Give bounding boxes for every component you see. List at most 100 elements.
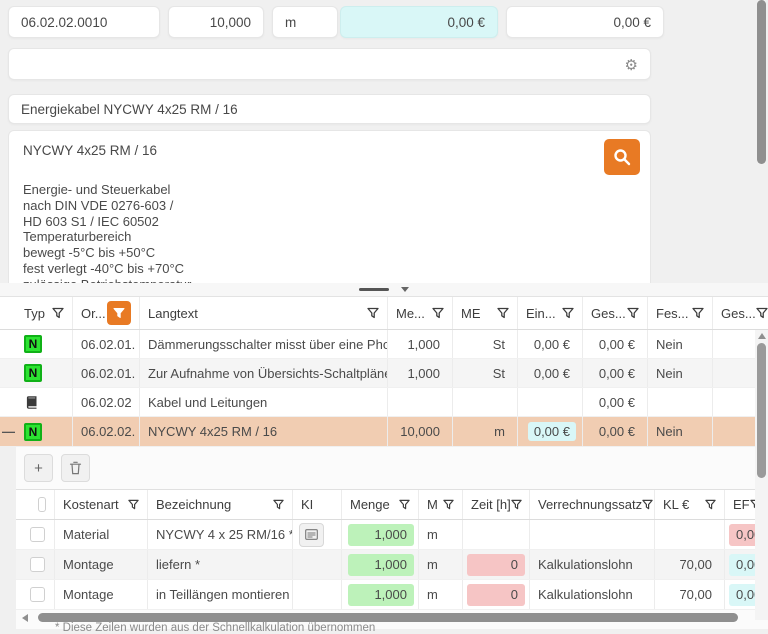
search-button[interactable] [604, 139, 640, 175]
scrollbar-track[interactable] [34, 613, 768, 622]
table-row-selected[interactable]: — N 06.02.02. NYCWY 4x25 RM / 16 10,000 … [0, 417, 768, 447]
column-header-kl[interactable]: KL € [655, 490, 725, 519]
column-header-typ[interactable]: Typ [16, 297, 73, 329]
cell-menge [388, 388, 453, 416]
filter-icon[interactable] [627, 307, 639, 319]
scrollbar-thumb[interactable] [38, 613, 738, 622]
cell-einheitspreis [518, 388, 583, 416]
row-checkbox[interactable] [30, 527, 45, 542]
scrollbar-thumb[interactable] [757, 343, 766, 478]
column-label: Fes... [656, 305, 689, 321]
filter-icon[interactable] [692, 307, 704, 319]
quantity-input[interactable] [168, 6, 264, 38]
column-header-verrechnungssatz[interactable]: Verrechnungssatz [530, 490, 655, 519]
filter-icon[interactable] [367, 307, 379, 319]
cell-menge-highlighted: 1,000 [348, 553, 414, 576]
calculation-row[interactable]: Montage liefern * 1,000 m 0 Kalkulations… [16, 550, 768, 580]
filter-icon[interactable] [128, 499, 139, 510]
column-header-gesamt2[interactable]: Ges... [713, 297, 768, 329]
cell-menge: 10,000 [388, 417, 453, 446]
horizontal-scrollbar[interactable] [16, 612, 768, 623]
cell-einheit: m [419, 550, 463, 579]
column-header-ki[interactable]: KI [293, 490, 342, 519]
calculation-row[interactable]: Montage in Teillängen montieren * 1,000 … [16, 580, 768, 610]
unit-price-input[interactable] [340, 6, 498, 38]
filter-icon[interactable] [705, 499, 716, 510]
scrollbar-thumb[interactable] [757, 0, 766, 164]
short-text-input[interactable] [8, 94, 651, 124]
column-label: Bezeichnung [156, 497, 232, 512]
column-header-festpreis[interactable]: Fes... [648, 297, 713, 329]
column-label: M [427, 497, 438, 512]
add-row-button[interactable]: + [24, 454, 53, 482]
ki-detail-button[interactable] [299, 522, 324, 547]
gear-icon[interactable]: ⚙ [624, 57, 638, 74]
settings-field[interactable]: ⚙ [8, 48, 651, 80]
filter-icon[interactable] [562, 307, 574, 319]
cell-kostenart: Material [55, 520, 148, 549]
row-expander-icon[interactable]: — [2, 424, 15, 439]
splitter-handle[interactable] [359, 288, 389, 291]
filter-icon[interactable] [497, 307, 509, 319]
cell-gesamt: 0,00 € [583, 359, 648, 387]
scroll-up-arrow-icon[interactable] [758, 333, 766, 339]
cell-ordnungszahl: 06.02.02. [73, 417, 140, 446]
select-all-checkbox[interactable] [38, 497, 46, 512]
cell-einheitspreis: 0,00 € [518, 359, 583, 387]
filter-icon[interactable] [756, 307, 768, 319]
long-text-editor[interactable]: NYCWY 4x25 RM / 16 Energie- und Steuerka… [8, 130, 651, 292]
row-checkbox[interactable] [30, 557, 45, 572]
cell-menge-highlighted: 1,000 [348, 583, 414, 606]
table-row[interactable]: N 06.02.01. Zur Aufnahme von Übersichts-… [0, 359, 768, 388]
cell-festpreis: Nein [648, 417, 713, 446]
cell-kl: 70,00 [655, 550, 725, 579]
cell-me: St [453, 330, 518, 358]
column-header-gesamt[interactable]: Ges... [583, 297, 648, 329]
position-number-input[interactable] [8, 6, 160, 38]
cell-langtext: Dämmerungsschalter misst über eine Photo… [140, 330, 388, 358]
cell-festpreis: Nein [648, 359, 713, 387]
pane-splitter[interactable] [0, 283, 768, 296]
filter-icon[interactable] [443, 499, 454, 510]
table-row[interactable]: 06.02.02 Kabel und Leitungen 0,00 € [0, 388, 768, 417]
column-label: Langtext [148, 305, 198, 321]
filter-icon[interactable] [52, 307, 64, 319]
calculation-row[interactable]: Material NYCWY 4 x 25 RM/16 * 1,000 m 0,… [16, 520, 768, 550]
column-header-einheitspreis[interactable]: Ein... [518, 297, 583, 329]
filter-icon[interactable] [399, 499, 410, 510]
row-checkbox[interactable] [30, 587, 45, 602]
type-badge-n: N [24, 335, 42, 353]
column-header-ordnungszahl[interactable]: Or... [73, 297, 140, 329]
column-header-m[interactable]: M [419, 490, 463, 519]
filter-icon[interactable] [642, 499, 653, 510]
splitter-collapse-icon[interactable] [401, 287, 409, 292]
table-vertical-scrollbar[interactable] [755, 330, 768, 620]
column-header-menge[interactable]: Me... [388, 297, 453, 329]
filter-icon[interactable] [432, 307, 444, 319]
long-text-line: Energie- und Steuerkabel [23, 182, 171, 197]
column-header-bezeichnung[interactable]: Bezeichnung [148, 490, 293, 519]
total-price-input[interactable] [506, 6, 664, 38]
calculation-table-header: Kostenart Bezeichnung KI Menge M Zeit [h… [16, 489, 768, 520]
column-label: Typ [24, 305, 45, 321]
table-row[interactable]: N 06.02.01. Dämmerungsschalter misst übe… [0, 330, 768, 359]
cell-bezeichnung: in Teillängen montieren * [148, 580, 293, 609]
column-label: Me... [396, 305, 425, 321]
delete-row-button[interactable] [61, 454, 90, 482]
cell-einheitspreis-highlighted: 0,00 € [527, 422, 576, 441]
column-header-langtext[interactable]: Langtext [140, 297, 388, 329]
filter-icon[interactable] [273, 499, 284, 510]
filter-icon[interactable] [511, 499, 522, 510]
scroll-left-arrow-icon[interactable] [22, 613, 28, 622]
window-vertical-scrollbar[interactable] [755, 0, 768, 290]
column-header-zeit[interactable]: Zeit [h] [463, 490, 530, 519]
column-header-me[interactable]: ME [453, 297, 518, 329]
unit-input[interactable] [272, 6, 338, 38]
column-label: Zeit [h] [471, 497, 511, 512]
note-icon [305, 529, 318, 540]
active-filter-button[interactable] [107, 301, 131, 325]
column-header-kostenart[interactable]: Kostenart [55, 490, 148, 519]
cell-einheitspreis: 0,00 € [518, 330, 583, 358]
column-label: Verrechnungssatz [538, 497, 643, 512]
column-header-menge[interactable]: Menge [342, 490, 419, 519]
